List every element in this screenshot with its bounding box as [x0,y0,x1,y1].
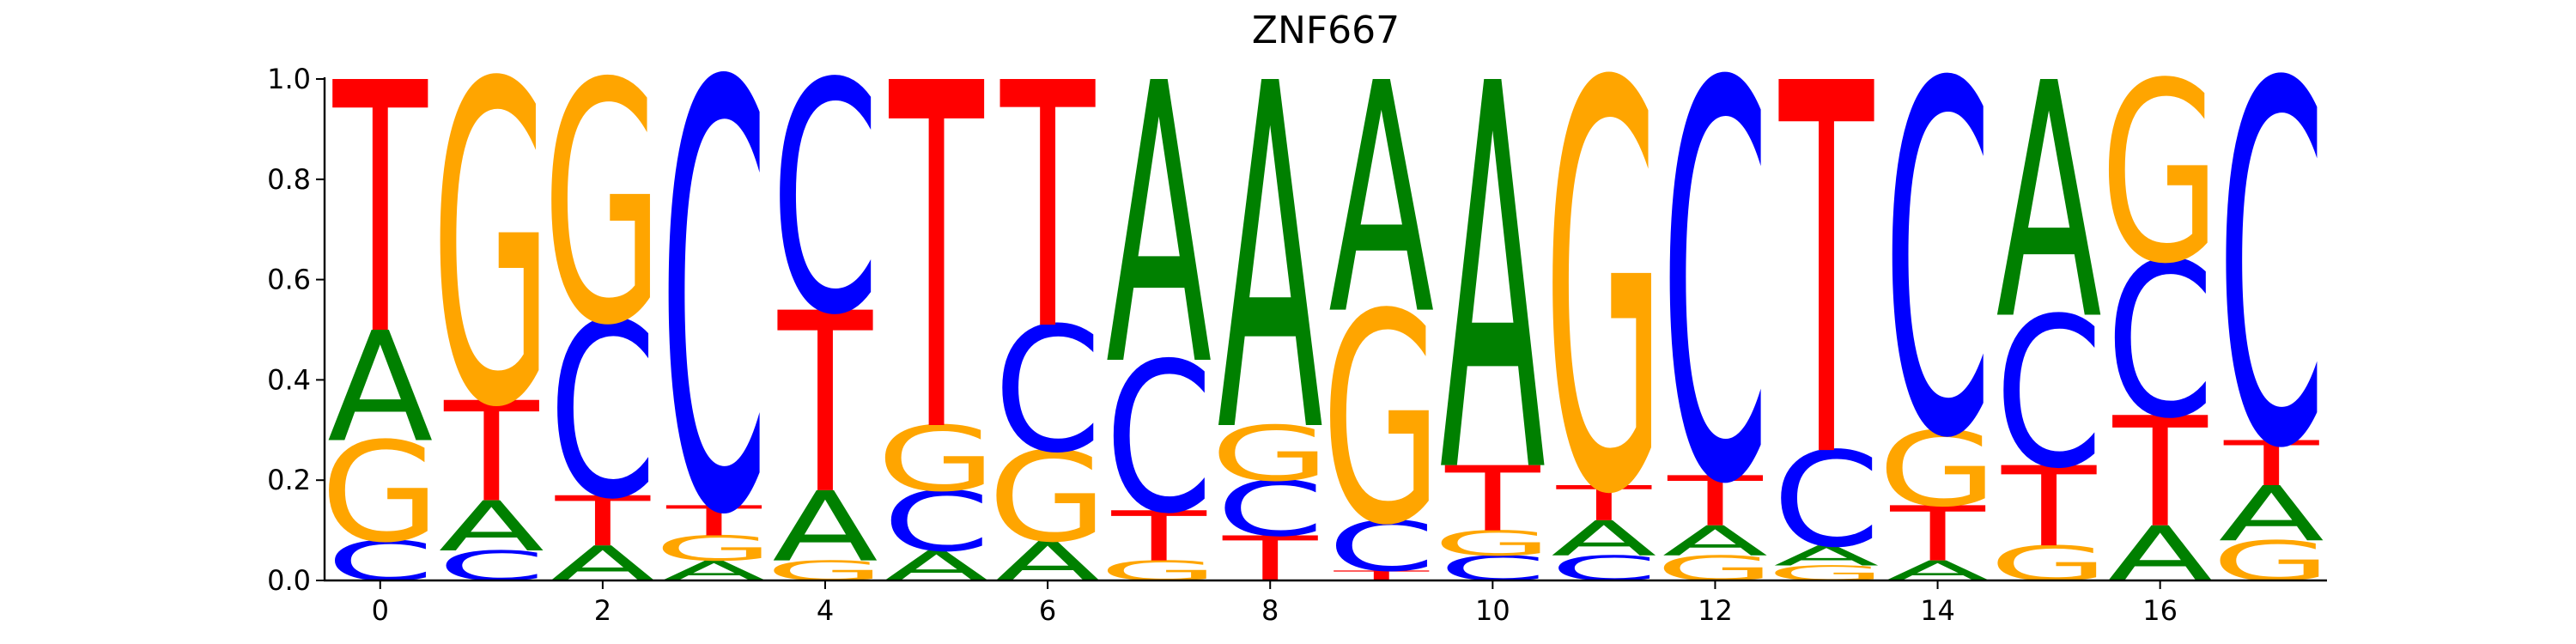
x-tick-label: 4 [817,594,834,627]
chart-title: ZNF667 [1252,9,1400,52]
logo-letter-A-pos0: A [327,301,433,477]
logo-letter-T-pos16: T [2112,386,2208,562]
x-tick-label: 6 [1039,594,1056,627]
logo-letter-A-pos8: A [1218,0,1324,537]
x-tick-label: 10 [1475,594,1510,627]
logo-letter-G-pos8: G [1210,410,1330,498]
logo-letter-A-pos7: A [1106,3,1212,451]
logo-letter-T-pos3: T [665,497,762,545]
logo-letter-A-pos3: A [661,555,767,586]
logo-letter-C-pos3: C [660,0,769,644]
y-tick-label: 0.2 [267,464,311,496]
logo-letter-A-pos9: A [1328,17,1435,385]
logo-letter-A-pos10: A [1440,0,1546,591]
logo-letter-T-pos0: T [331,12,429,412]
logo-letter-C-pos14: C [1884,0,1992,544]
axes: 0.0 0.2 0.4 0.6 0.8 1.0 0 2 4 6 8 10 12 14 16 [267,63,2327,627]
x-tick-label: 0 [372,594,389,627]
logo-letter-C-pos7: C [1105,319,1213,559]
logo-letter-G-pos17: G [2211,529,2331,593]
logo-letter-A-pos11: A [1551,511,1656,567]
logo-letter-G-pos14: G [1878,410,1998,531]
logo-letter-A-pos17: A [2219,471,2324,558]
logo-letter-A-pos15: A [1996,15,2102,392]
y-tick-label: 0.4 [267,363,311,396]
logo-letter-C-pos4: C [771,17,879,385]
logo-letter-T-pos10: T [1444,447,1541,552]
logo-letter-C-pos17: C [2217,0,2325,557]
logo-letter-G-pos11: G [1544,0,1664,617]
logo-letter-T-pos15: T [2001,443,2097,571]
logo-letter-C-pos15: C [1995,275,2103,514]
logo-letter-T-pos6: T [998,12,1097,405]
logo-letter-G-pos2: G [543,13,663,398]
logo-letter-G-pos15: G [1989,536,2109,592]
y-tick-label: 0.6 [267,264,311,296]
logo-letter-C-pos12: C [1662,0,1770,604]
logo-letter-T-pos11: T [1555,476,1651,532]
logo-letter-T-pos2: T [555,482,651,562]
logo-letter-A-pos4: A [772,472,878,584]
logo-letter-T-pos1: T [443,374,539,533]
x-tick-label: 2 [594,594,611,627]
logo-letter-G-pos9: G [1321,252,1442,589]
logo-letter-C-pos5: C [883,474,991,570]
logo-letter-C-pos6: C [993,290,1102,490]
logo-letter-C-pos1: C [437,543,545,591]
logo-letter-A-pos5: A [884,543,989,591]
logo-letter-A-pos1: A [439,487,544,567]
logo-letter-C-pos8: C [1216,465,1324,553]
logo-letter-G-pos7: G [1099,555,1219,586]
logo-letter-A-pos12: A [1662,518,1768,566]
logo-letter-G-pos16: G [2100,30,2221,319]
x-tick-label: 8 [1261,594,1279,627]
logo-letter-T-pos12: T [1667,462,1763,542]
logo-letter-C-pos13: C [1772,425,1880,577]
logo-letter-T-pos13: T [1777,0,1875,571]
logo-letters: CGATCATGATCGAGTCGATCACGTAGCTGTCATCGATCGA… [320,0,2331,644]
logo-letter-T-pos4: T [777,260,873,549]
logo-letter-C-pos9: C [1327,507,1436,586]
logo-letter-G-pos6: G [987,426,1108,570]
logo-letter-T-pos14: T [1889,490,1986,578]
logo-letter-C-pos11: C [1550,549,1658,589]
logo-letter-C-pos2: C [549,271,657,552]
logo-letter-T-pos5: T [887,0,986,537]
x-tick-label: 12 [1698,594,1733,627]
logo-letter-T-pos17: T [2223,428,2320,501]
logo-letter-G-pos0: G [320,414,440,574]
y-tick-label: 0.8 [267,163,311,196]
y-tick-label: 0.0 [267,564,311,597]
logo-letter-A-pos13: A [1773,540,1879,572]
logo-letter-T-pos7: T [1110,497,1206,577]
logo-letter-G-pos3: G [654,529,775,569]
x-tick-label: 16 [2142,594,2178,627]
y-tick-label: 1.0 [267,63,311,95]
logo-letter-G-pos5: G [877,407,997,512]
logo-letter-G-pos1: G [431,0,551,504]
x-tick-label: 14 [1920,594,1955,627]
logo-letter-C-pos16: C [2106,218,2215,465]
logo-letter-G-pos10: G [1432,524,1552,564]
